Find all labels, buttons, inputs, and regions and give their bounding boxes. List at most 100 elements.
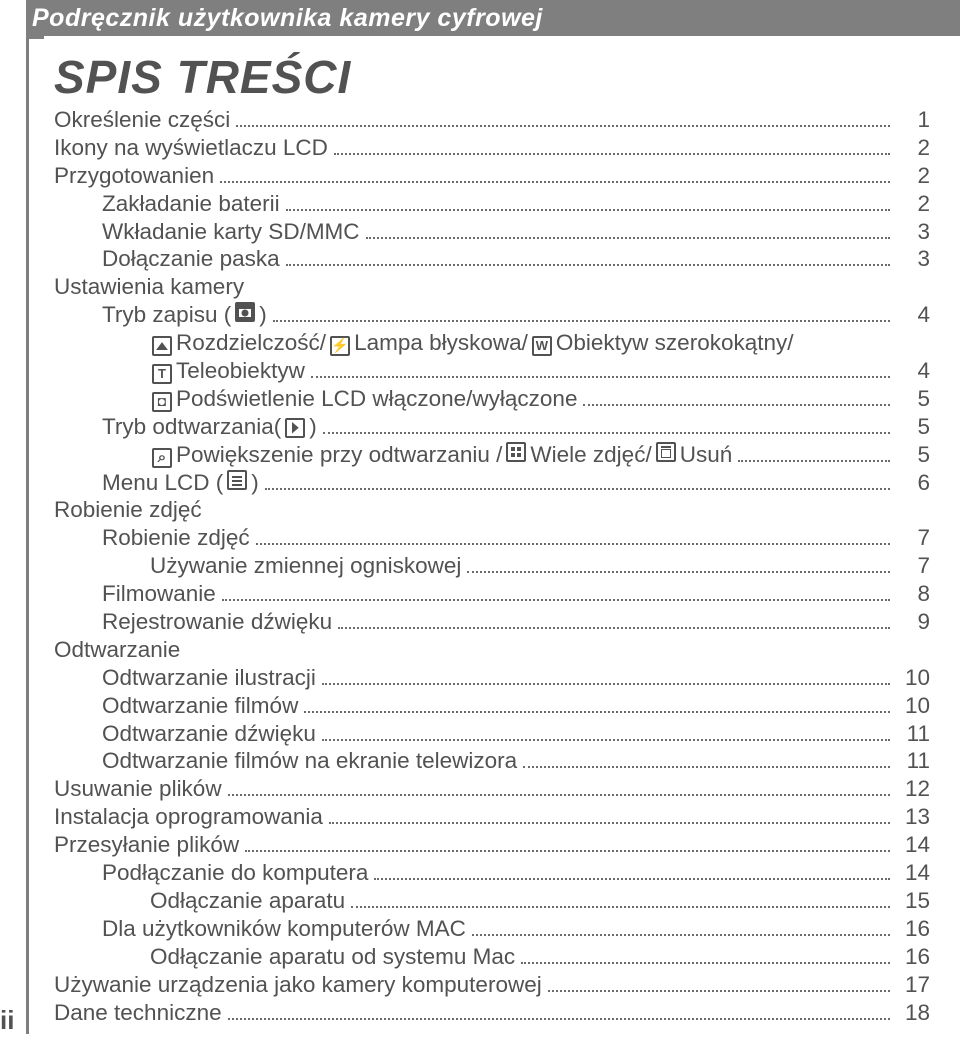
zoom-icon: ⌕ bbox=[152, 448, 172, 468]
wide-icon: W bbox=[532, 336, 552, 356]
toc-label: Używanie urządzenia jako kamery komputer… bbox=[54, 971, 542, 999]
toc-entry[interactable]: Rejestrowanie dźwięku 9 bbox=[54, 608, 930, 636]
toc-page: 1 bbox=[896, 106, 930, 134]
toc-entry: Ustawienia kamery bbox=[54, 273, 930, 301]
toc-leader bbox=[265, 477, 890, 489]
toc-page: 5 bbox=[896, 413, 930, 441]
toc-page: 6 bbox=[896, 469, 930, 497]
toc-title: SPIS TREŚCI bbox=[54, 50, 930, 104]
toc-leader bbox=[329, 812, 890, 824]
toc-entry[interactable]: Odtwarzanie filmów 10 bbox=[54, 692, 930, 720]
toc-label: Instalacja oprogramowania bbox=[54, 803, 323, 831]
toc-leader bbox=[374, 868, 890, 880]
toc-leader bbox=[323, 421, 890, 433]
toc-label: Dołączanie paska bbox=[102, 245, 280, 273]
toc-page: 11 bbox=[896, 747, 930, 775]
toc-entry[interactable]: Dla użytkowników komputerów MAC16 bbox=[54, 915, 930, 943]
toc-entry[interactable]: Robienie zdjęć 7 bbox=[54, 524, 930, 552]
toc-label: Odłączanie aparatu bbox=[150, 887, 345, 915]
toc-entry[interactable]: T Teleobiektyw 4 bbox=[54, 357, 930, 385]
toc-entry[interactable]: Wkładanie karty SD/MMC3 bbox=[54, 218, 930, 246]
page: Podręcznik użytkownika kamery cyfrowej S… bbox=[0, 0, 960, 1044]
lcd-backlight-icon: ◘ bbox=[152, 392, 172, 412]
toc-leader bbox=[366, 226, 890, 238]
toc-entry[interactable]: Odtwarzanie dźwięku11 bbox=[54, 720, 930, 748]
toc-leader bbox=[322, 728, 890, 740]
toc-page: 10 bbox=[896, 692, 930, 720]
toc-leader bbox=[521, 951, 890, 963]
toc-label: Dane techniczne bbox=[54, 999, 222, 1027]
toc-label: Ikony na wyświetlaczu LCD bbox=[54, 134, 328, 162]
toc-page: 7 bbox=[896, 552, 930, 580]
toc-entry[interactable]: Odtwarzanie filmów na ekranie telewizora… bbox=[54, 747, 930, 775]
toc-label: Przygotowanien bbox=[54, 162, 214, 190]
toc-label: Odtwarzanie bbox=[54, 636, 180, 664]
toc-entry[interactable]: Przesyłanie plików14 bbox=[54, 831, 930, 859]
toc-entry[interactable]: ◘ Podświetlenie LCD włączone/wyłączone 5 bbox=[54, 385, 930, 413]
toc-entry[interactable]: Tryb odtwarzania() 5 bbox=[54, 413, 930, 441]
toc-label: Odtwarzanie filmów na ekranie telewizora bbox=[102, 747, 517, 775]
toc-leader bbox=[256, 533, 890, 545]
toc-label: ◘ Podświetlenie LCD włączone/wyłączone bbox=[150, 385, 577, 413]
toc-label: Odtwarzanie dźwięku bbox=[102, 720, 316, 748]
toc-page: 7 bbox=[896, 524, 930, 552]
toc-label: Tryb zapisu () bbox=[102, 301, 267, 329]
toc-page: 16 bbox=[896, 943, 930, 971]
toc-entry[interactable]: Zakładanie baterii2 bbox=[54, 190, 930, 218]
toc-entry[interactable]: Określenie części1 bbox=[54, 106, 930, 134]
toc-label: Robienie zdjęć bbox=[102, 524, 250, 552]
toc-entry[interactable]: Podłączanie do komputera14 bbox=[54, 859, 930, 887]
toc-entry[interactable]: Filmowanie8 bbox=[54, 580, 930, 608]
toc-label: Przesyłanie plików bbox=[54, 831, 239, 859]
toc-entry[interactable]: Ikony na wyświetlaczu LCD 2 bbox=[54, 134, 930, 162]
toc-label: T Teleobiektyw bbox=[150, 357, 305, 385]
toc-label: Rejestrowanie dźwięku bbox=[102, 608, 332, 636]
toc-entry[interactable]: Instalacja oprogramowania13 bbox=[54, 803, 930, 831]
toc-entry[interactable]: Odłączanie aparatu15 bbox=[54, 887, 930, 915]
toc-entry[interactable]: Menu LCD ()6 bbox=[54, 469, 930, 497]
toc-label: Robienie zdjęć bbox=[54, 496, 202, 524]
toc-entry[interactable]: Używanie zmiennej ogniskowej 7 bbox=[54, 552, 930, 580]
toc-entry[interactable]: Dane techniczne18 bbox=[54, 999, 930, 1027]
toc-page: 2 bbox=[896, 134, 930, 162]
toc-page: 5 bbox=[896, 385, 930, 413]
toc-leader bbox=[338, 617, 890, 629]
toc-leader bbox=[220, 170, 890, 182]
toc-entry: Odtwarzanie bbox=[54, 636, 930, 664]
toc-entry[interactable]: Dołączanie paska3 bbox=[54, 245, 930, 273]
toc-list: Określenie części1Ikony na wyświetlaczu … bbox=[54, 106, 930, 1026]
toc-leader bbox=[273, 310, 890, 322]
toc-label: Odłączanie aparatu od systemu Mac bbox=[150, 943, 515, 971]
toc-leader bbox=[738, 449, 890, 461]
toc-entry[interactable]: Odtwarzanie ilustracji10 bbox=[54, 664, 930, 692]
toc-leader bbox=[222, 589, 890, 601]
toc-page: 2 bbox=[896, 162, 930, 190]
toc-label: Rozdzielczość/⚡ Lampa błyskowa/W Obiekty… bbox=[150, 329, 794, 357]
rule-tick bbox=[26, 36, 44, 39]
toc-leader bbox=[228, 1007, 890, 1019]
toc-page: 12 bbox=[896, 775, 930, 803]
menu-icon bbox=[227, 470, 247, 490]
toc-label: ⌕ Powiększenie przy odtwarzaniu / Wiele … bbox=[150, 441, 732, 469]
toc-label: Odtwarzanie filmów bbox=[102, 692, 298, 720]
multi-image-icon bbox=[506, 442, 526, 462]
toc-entry[interactable]: Przygotowanien 2 bbox=[54, 162, 930, 190]
toc-page: 9 bbox=[896, 608, 930, 636]
toc-label: Używanie zmiennej ogniskowej bbox=[150, 552, 461, 580]
flash-icon: ⚡ bbox=[330, 336, 350, 356]
toc-leader bbox=[351, 896, 890, 908]
toc-label: Tryb odtwarzania() bbox=[102, 413, 317, 441]
toc-label: Zakładanie baterii bbox=[102, 190, 280, 218]
toc-entry[interactable]: Odłączanie aparatu od systemu Mac 16 bbox=[54, 943, 930, 971]
toc-entry[interactable]: Używanie urządzenia jako kamery komputer… bbox=[54, 971, 930, 999]
toc-label: Odtwarzanie ilustracji bbox=[102, 664, 316, 692]
toc-page: 4 bbox=[896, 357, 930, 385]
toc-entry[interactable]: ⌕ Powiększenie przy odtwarzaniu / Wiele … bbox=[54, 441, 930, 469]
toc-entry[interactable]: Usuwanie plików12 bbox=[54, 775, 930, 803]
toc-leader bbox=[311, 366, 890, 378]
toc-page: 16 bbox=[896, 915, 930, 943]
play-icon bbox=[285, 418, 305, 438]
toc-leader bbox=[548, 979, 890, 991]
toc-entry[interactable]: Tryb zapisu ()4 bbox=[54, 301, 930, 329]
toc-label: Filmowanie bbox=[102, 580, 216, 608]
